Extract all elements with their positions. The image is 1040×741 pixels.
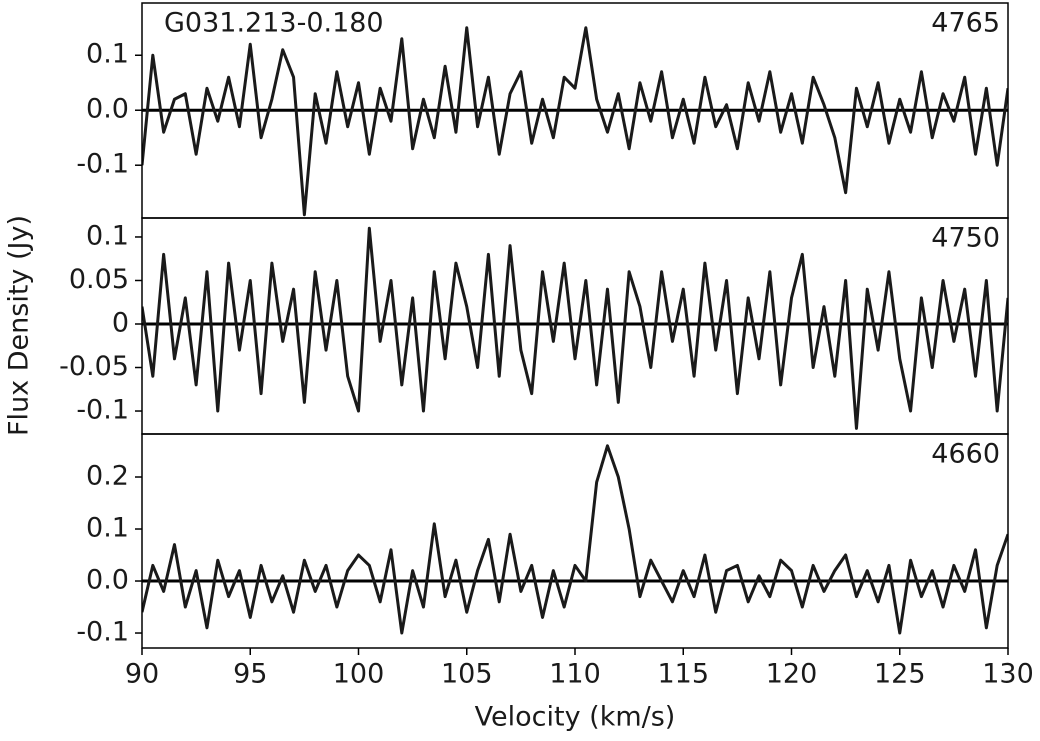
y-tick-label: -0.05 — [59, 351, 129, 382]
x-tick-label: 105 — [441, 659, 493, 690]
spectrum-line — [142, 26, 1008, 217]
y-axis-label: Flux Density (Jy) — [4, 215, 35, 436]
x-tick-label: 110 — [549, 659, 601, 690]
panel-frame — [141, 217, 1009, 435]
x-tick-label: 125 — [874, 659, 926, 690]
x-tick-label: 95 — [233, 659, 267, 690]
panel-annotation: 4750 — [931, 223, 1000, 254]
panel-annotation: G031.213-0.180 — [164, 8, 384, 39]
y-tick-label: 0.1 — [86, 39, 129, 70]
panel-annotation: 4660 — [931, 439, 1000, 470]
panel-annotation: 4765 — [931, 8, 1000, 39]
y-tick-label: 0.2 — [86, 461, 129, 492]
y-tick-label: -0.1 — [76, 395, 129, 426]
spectrum-line — [142, 226, 1008, 430]
y-tick-label: 0.05 — [69, 264, 129, 295]
x-tick-label: 100 — [333, 659, 385, 690]
x-tick-label: 115 — [657, 659, 709, 690]
y-tick-label: -0.1 — [76, 617, 129, 648]
spectrum-line — [142, 444, 1008, 635]
y-tick-label: 0.1 — [86, 513, 129, 544]
panel-frame — [141, 433, 1009, 649]
y-tick-label: 0 — [112, 307, 129, 338]
x-tick-label: 90 — [125, 659, 159, 690]
x-tick-label: 130 — [982, 659, 1034, 690]
x-tick-label: 120 — [766, 659, 818, 690]
y-tick-label: -0.1 — [76, 149, 129, 180]
y-tick-label: 0.0 — [86, 565, 129, 596]
y-tick-label: 0.1 — [86, 220, 129, 251]
x-axis-label: Velocity (km/s) — [475, 702, 676, 733]
y-tick-label: 0.0 — [86, 94, 129, 125]
